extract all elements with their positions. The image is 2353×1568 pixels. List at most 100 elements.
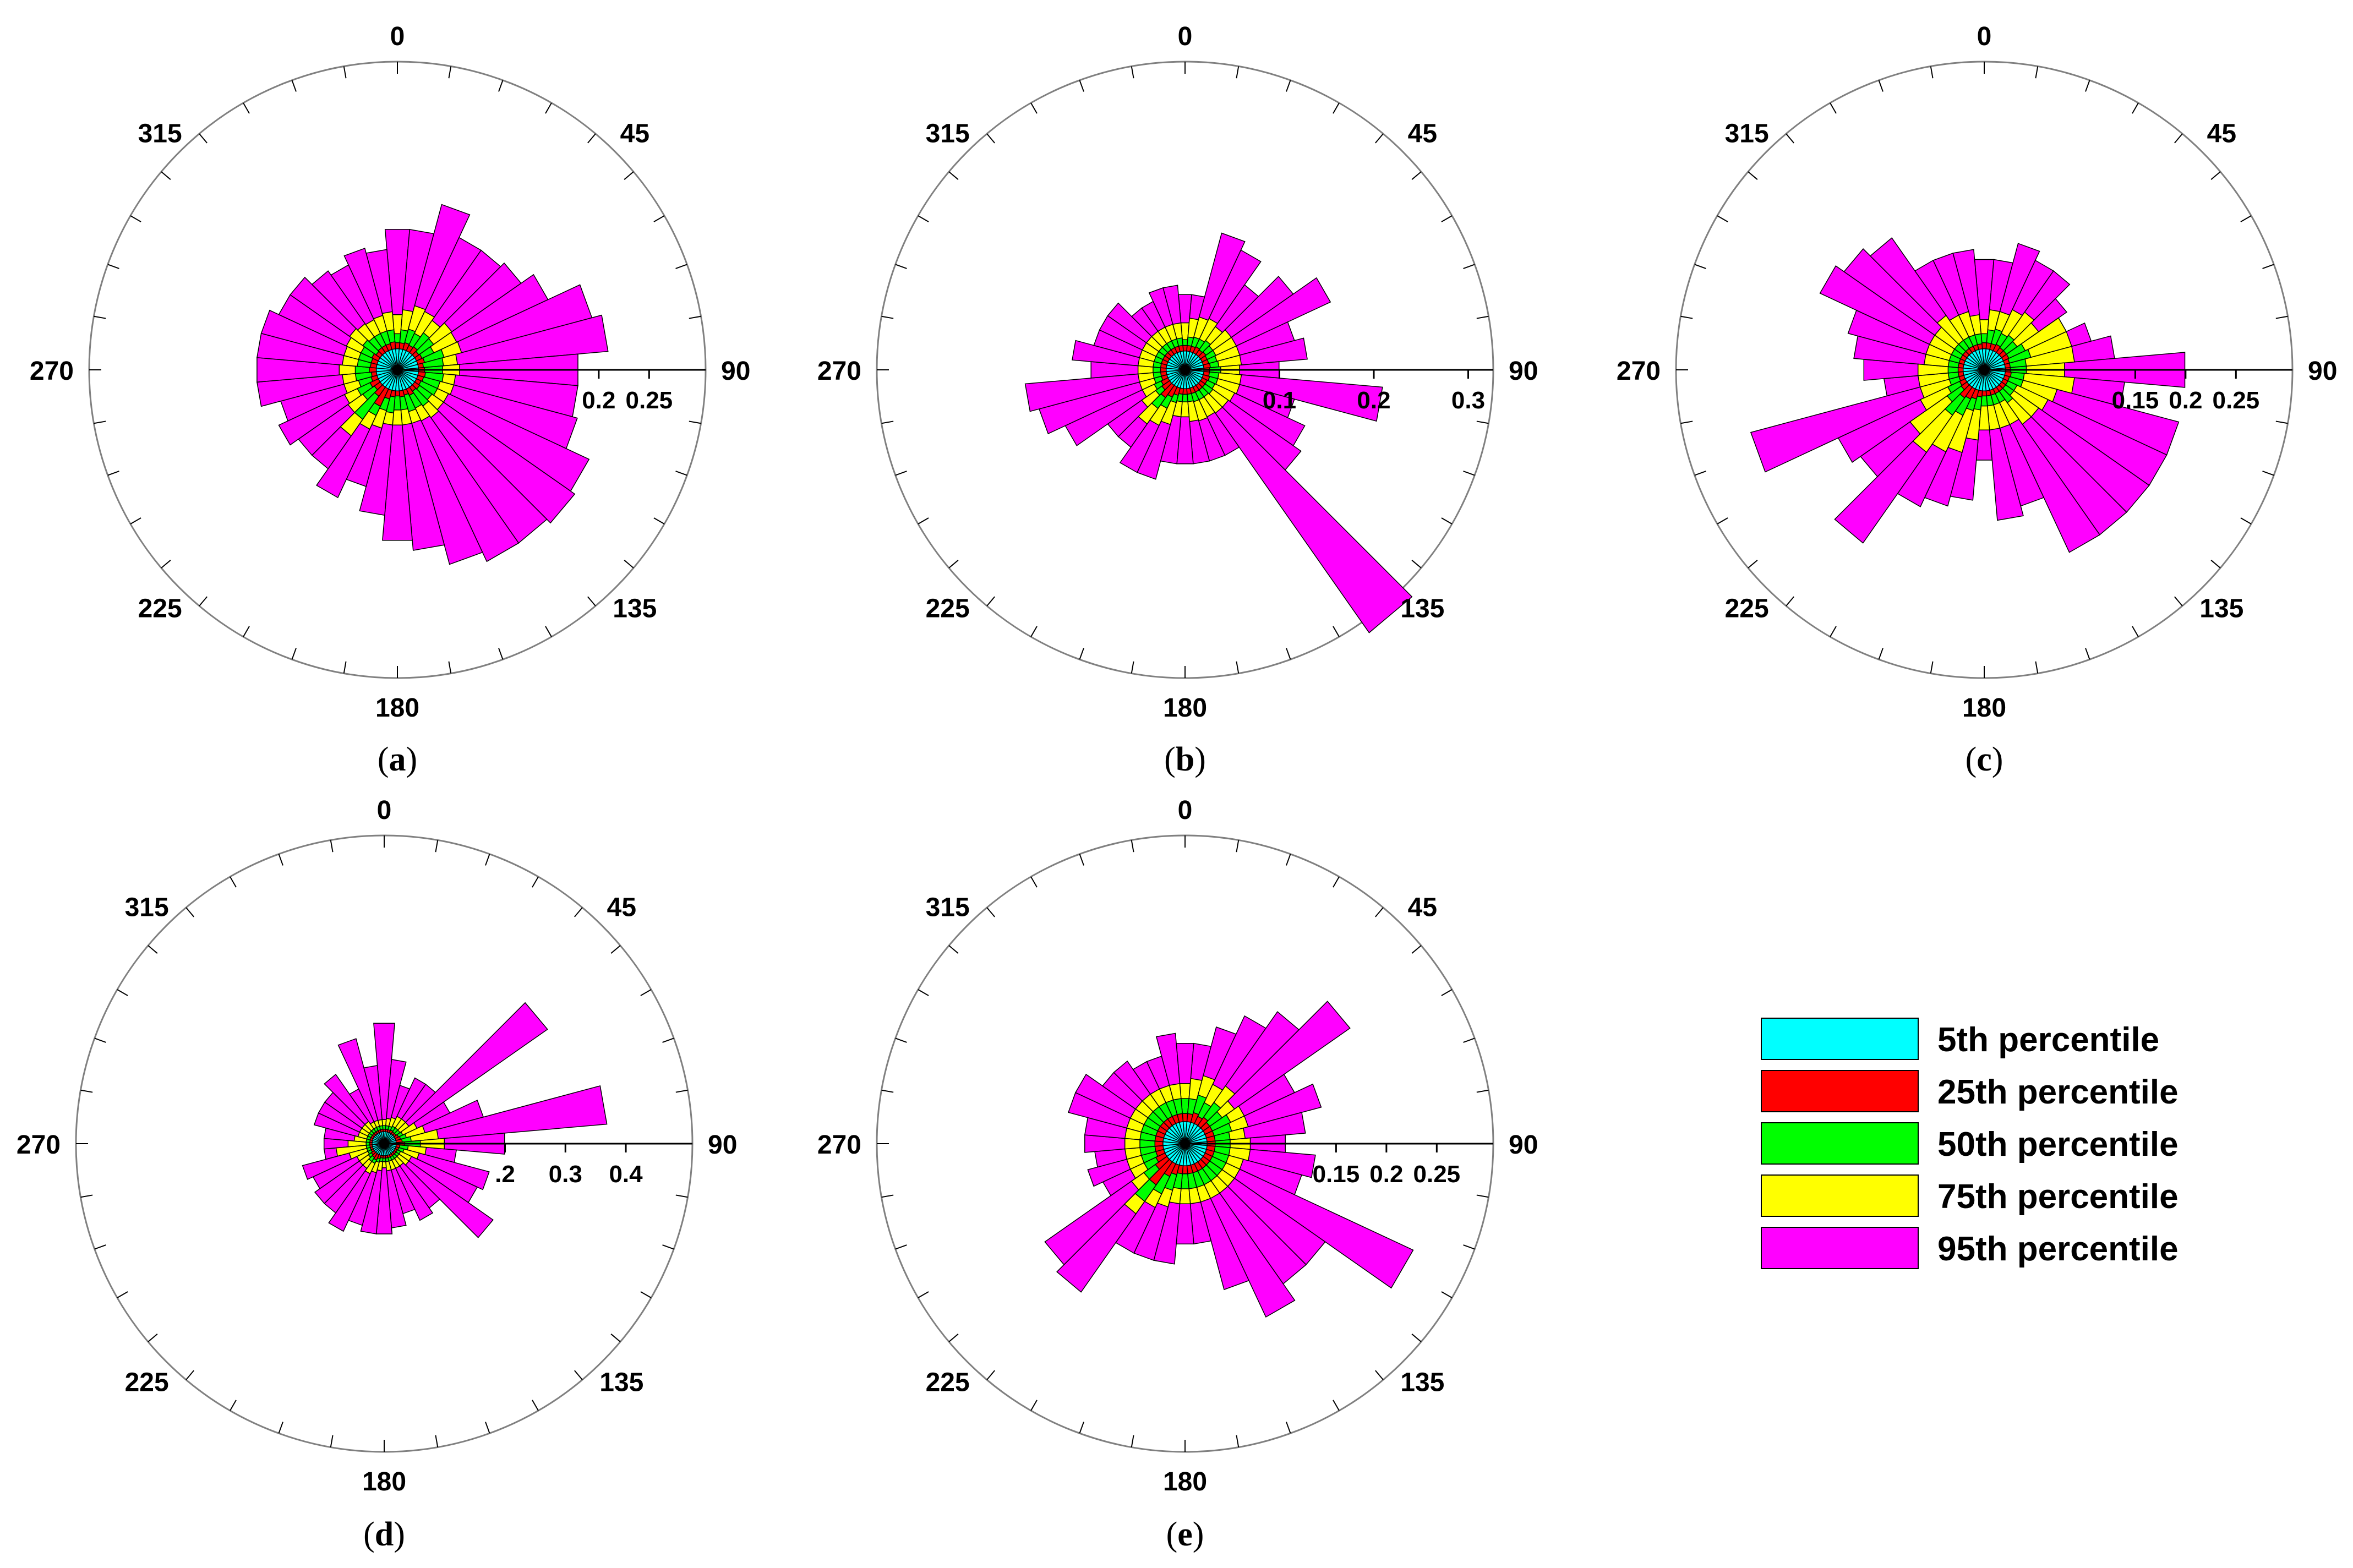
bar-p5: [1978, 348, 1985, 370]
angle-tick: [532, 1400, 539, 1411]
angle-tick: [918, 989, 929, 996]
angle-tick: [675, 1194, 688, 1198]
panel-caption: (a): [378, 741, 417, 778]
angle-tick: [2210, 171, 2221, 180]
angle-tick: [689, 315, 701, 319]
angle-tick: [230, 1400, 237, 1411]
angle-tick: [1476, 420, 1489, 424]
angle-label: 270: [1617, 357, 1661, 386]
angle-tick: [1131, 840, 1134, 853]
legend: 5th percentile 25th percentile 50th perc…: [1761, 1018, 2179, 1269]
angle-label: 315: [138, 119, 182, 149]
angle-tick: [243, 626, 250, 637]
angle-label: 0: [1178, 796, 1193, 825]
angle-tick: [161, 171, 171, 180]
bar-p5: [380, 1131, 385, 1144]
angle-tick: [94, 420, 106, 424]
angle-tick: [895, 471, 907, 476]
angle-tick: [1748, 171, 1758, 180]
angle-tick: [148, 1334, 158, 1342]
angle-tick: [1441, 989, 1453, 996]
angle-tick: [1079, 854, 1084, 866]
legend-swatch-p50: [1761, 1122, 1919, 1165]
angle-label: 135: [1400, 1368, 1444, 1397]
angle-tick: [895, 1037, 907, 1043]
angle-tick: [243, 102, 250, 114]
angle-tick: [2262, 471, 2274, 476]
angle-tick: [881, 1089, 894, 1093]
angle-label: 135: [613, 594, 657, 623]
angle-tick: [895, 264, 907, 269]
angle-tick: [1375, 1370, 1384, 1380]
angle-tick: [610, 1334, 621, 1342]
angle-tick: [662, 1037, 674, 1043]
panel-caption: (e): [1166, 1516, 1204, 1553]
angle-tick: [532, 876, 539, 888]
angle-tick: [986, 596, 995, 607]
legend-label-p75: 75th percentile: [1937, 1178, 2179, 1216]
angle-tick: [675, 1089, 688, 1093]
angle-tick: [1463, 1037, 1475, 1043]
radial-tick-label: 0.25: [1413, 1161, 1461, 1188]
radial-tick-label: 0.2: [582, 387, 615, 414]
angle-label: 90: [1509, 357, 1538, 386]
angle-tick: [895, 1244, 907, 1250]
angle-label: 270: [817, 1130, 861, 1160]
angle-tick: [986, 907, 995, 917]
angle-label: 225: [138, 594, 182, 623]
angle-tick: [1748, 560, 1758, 569]
angle-label: 315: [926, 893, 970, 922]
angle-label: 270: [17, 1130, 61, 1160]
angle-tick: [918, 215, 929, 222]
angle-tick: [291, 648, 297, 660]
angle-tick: [1476, 315, 1489, 319]
angle-tick: [1680, 315, 1693, 319]
angle-label: 45: [607, 893, 636, 922]
angle-tick: [2085, 80, 2090, 92]
angle-tick: [1131, 66, 1134, 79]
angle-tick: [148, 945, 158, 954]
angle-label: 135: [599, 1368, 643, 1397]
angle-tick: [1236, 840, 1240, 853]
legend-swatch-p95: [1761, 1227, 1919, 1269]
angle-tick: [1463, 264, 1475, 269]
angle-tick: [689, 420, 701, 424]
radial-tick-label: 0.25: [2213, 387, 2260, 414]
angle-tick: [343, 661, 347, 674]
legend-swatch-p5: [1761, 1018, 1919, 1060]
angle-label: 180: [1962, 693, 2006, 723]
angle-label: 315: [1725, 119, 1769, 149]
angle-tick: [1830, 102, 1837, 114]
angle-tick: [574, 907, 583, 917]
radial-tick-label: 0.2: [2169, 387, 2202, 414]
angle-tick: [80, 1194, 93, 1198]
angle-tick: [986, 133, 995, 144]
angle-tick: [94, 315, 106, 319]
rose-panel-d: .2 0.3 0.4 0 45 90 135 180 225 270 315 (d): [17, 796, 737, 1553]
angle-tick: [1463, 471, 1475, 476]
angle-tick: [675, 471, 687, 476]
angle-tick: [1930, 661, 1934, 674]
angle-tick: [640, 1291, 652, 1298]
angle-tick: [1717, 215, 1728, 222]
angle-tick: [2262, 264, 2274, 269]
angle-tick: [107, 471, 119, 476]
radial-tick-label: 0.3: [549, 1161, 582, 1188]
rose-panel-c: 0.15 0.2 0.25 0 45 90 135 180 225 270 315 (c): [1617, 22, 2337, 778]
angle-label: 315: [125, 893, 169, 922]
panel-caption: (d): [363, 1516, 405, 1553]
angle-tick: [1441, 1291, 1453, 1298]
angle-tick: [1030, 102, 1038, 114]
bar-p95: [1184, 369, 1413, 633]
angle-tick: [1830, 626, 1837, 637]
radial-tick-label: 0.25: [626, 387, 673, 414]
angle-tick: [199, 596, 208, 607]
angle-label: 225: [1725, 594, 1769, 623]
angle-tick: [2275, 315, 2288, 319]
angle-tick: [278, 854, 283, 866]
angle-tick: [1786, 133, 1794, 144]
angle-tick: [130, 517, 141, 525]
angle-label: 45: [1408, 893, 1437, 922]
angle-tick: [587, 596, 596, 607]
